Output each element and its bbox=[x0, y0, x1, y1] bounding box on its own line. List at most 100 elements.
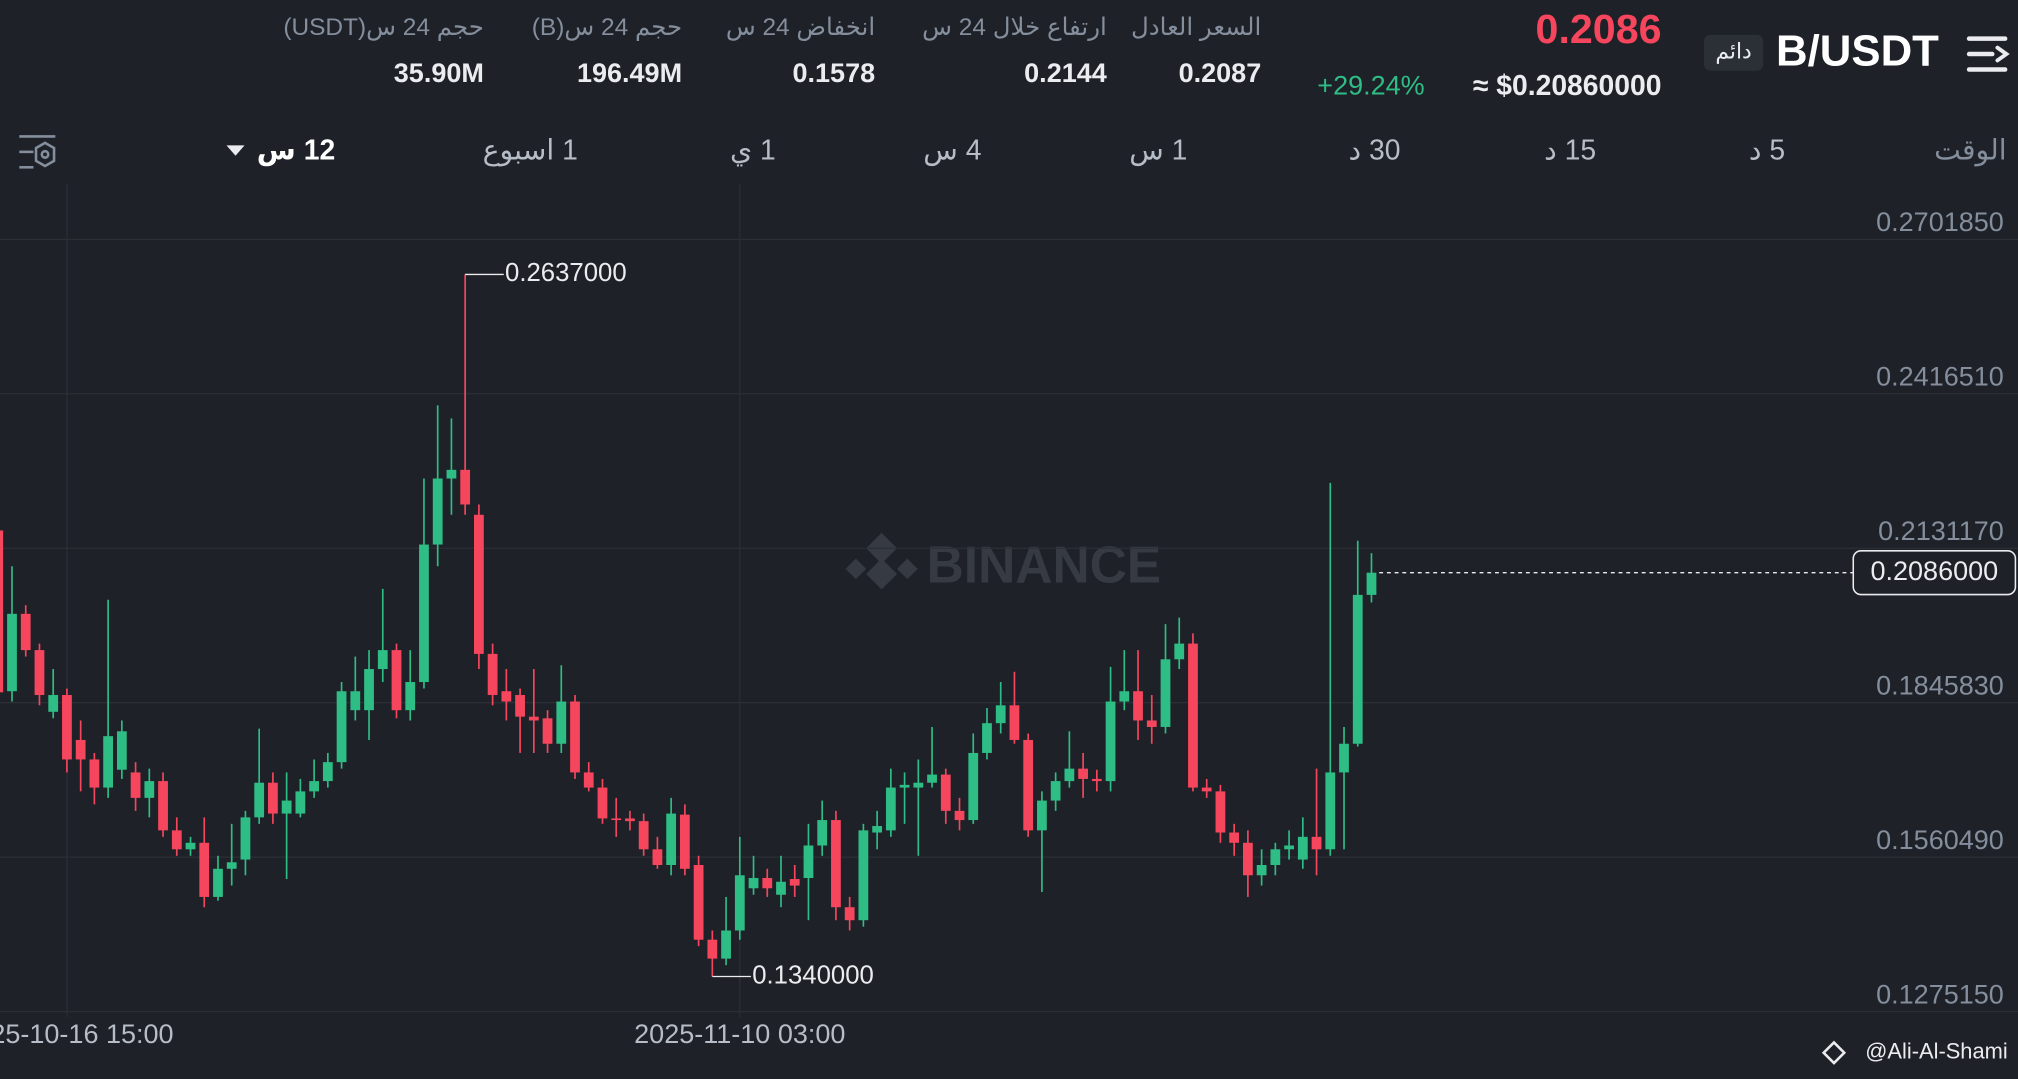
candle-body bbox=[144, 781, 155, 798]
last-price: 0.2086 bbox=[1536, 6, 1662, 52]
candle-body bbox=[556, 701, 567, 744]
candle-body bbox=[940, 774, 951, 811]
watermark-text: BINANCE bbox=[927, 535, 1161, 593]
candle-body bbox=[583, 772, 594, 788]
candle-body bbox=[707, 939, 718, 959]
dropdown-arrow[interactable] bbox=[226, 145, 245, 156]
candle-body bbox=[322, 762, 333, 782]
candle-body bbox=[501, 691, 512, 702]
candle-body bbox=[295, 791, 306, 814]
interval-tab[interactable]: 5 د bbox=[1749, 133, 1785, 165]
candle-body bbox=[473, 514, 484, 654]
interval-tab[interactable]: 12 س bbox=[257, 133, 335, 166]
candle-body bbox=[515, 695, 525, 717]
candle-body bbox=[1352, 594, 1363, 744]
candle-body bbox=[89, 759, 100, 788]
menu-arrow bbox=[1995, 45, 2010, 63]
annotation-label: 0.2637000 bbox=[505, 259, 627, 287]
candle-body bbox=[1339, 743, 1349, 773]
candle-body bbox=[1023, 739, 1034, 831]
candle-body bbox=[1064, 768, 1075, 782]
stat-value: 35.90M bbox=[394, 58, 484, 88]
candle-body bbox=[652, 849, 663, 865]
candle-body bbox=[927, 774, 937, 783]
candle-body bbox=[103, 736, 114, 788]
candle-body bbox=[185, 842, 196, 850]
candle-body bbox=[1105, 701, 1116, 782]
candle-body bbox=[1078, 768, 1088, 779]
candle-body bbox=[34, 650, 45, 696]
candle-body bbox=[734, 875, 745, 931]
candle-body bbox=[831, 820, 841, 908]
candle-body bbox=[968, 752, 979, 821]
y-tick-label: 0.2701850 bbox=[1876, 207, 2004, 237]
last-price-label: 0.2086000 bbox=[1870, 556, 1998, 586]
credit-icon bbox=[1821, 1040, 1847, 1065]
plot: 0.2701850 0.2416510 0.2131170 0.1845830 0.15… bbox=[0, 184, 2018, 1049]
candle-body bbox=[48, 695, 59, 712]
y-tick-label: 0.1275150 bbox=[1876, 979, 2004, 1009]
interval-tab[interactable]: 4 س bbox=[923, 133, 981, 166]
candle-body bbox=[75, 739, 86, 760]
candle-body bbox=[171, 830, 182, 850]
x-tick-label: 2025-11-10 03:00 bbox=[634, 1019, 845, 1049]
candle-body bbox=[62, 695, 72, 760]
candle-body bbox=[364, 669, 374, 711]
interval-tab[interactable]: 15 د bbox=[1544, 133, 1596, 165]
usd-price: ≈ $0.20860000 bbox=[1473, 69, 1662, 101]
candle-body bbox=[130, 772, 141, 798]
interval-tab[interactable]: 1 اسبوع bbox=[483, 133, 578, 166]
stat-label: انخفاض 24 س bbox=[726, 14, 875, 41]
stat-value: 0.1578 bbox=[793, 58, 876, 88]
candle-body bbox=[268, 782, 278, 814]
stat-value: 196.49M bbox=[577, 58, 682, 88]
annotation-label: 0.1340000 bbox=[752, 961, 874, 989]
credit: @Ali-Al-Shami bbox=[1865, 1039, 2007, 1064]
candle-body bbox=[1009, 705, 1020, 740]
candle-body bbox=[309, 781, 319, 792]
candle-body bbox=[542, 718, 553, 744]
candle-body bbox=[199, 842, 210, 897]
candle-body bbox=[391, 650, 402, 711]
candle-body bbox=[858, 830, 869, 921]
symbol[interactable]: B/USDT bbox=[1776, 27, 1939, 76]
watermark: BINANCE bbox=[845, 532, 1161, 593]
settings-icon[interactable] bbox=[19, 135, 56, 169]
watermark-logo bbox=[845, 532, 918, 590]
stat-label: السعر العادل bbox=[1131, 14, 1261, 41]
interval-tab: الوقت bbox=[1934, 133, 2006, 166]
candle-body bbox=[1243, 842, 1253, 876]
candle-body bbox=[446, 469, 457, 479]
candle-body bbox=[1215, 791, 1226, 833]
interval-tab[interactable]: 1 ي bbox=[730, 133, 776, 166]
menu-icon[interactable] bbox=[1966, 36, 2010, 72]
y-tick-label: 0.1560490 bbox=[1876, 825, 2004, 855]
candle-body bbox=[1270, 849, 1281, 865]
candle-body bbox=[776, 881, 786, 895]
candle-body bbox=[213, 868, 223, 897]
interval-tab[interactable]: 1 س bbox=[1129, 133, 1187, 166]
candle-body bbox=[1201, 787, 1212, 792]
stat-label: حجم 24 س(USDT) bbox=[283, 14, 484, 41]
candle-body bbox=[487, 653, 498, 696]
candle-body bbox=[1256, 864, 1267, 876]
stat-value: 0.2144 bbox=[1024, 58, 1107, 88]
candle-body bbox=[1325, 772, 1336, 850]
candle-body bbox=[0, 530, 4, 693]
candle-body bbox=[528, 716, 539, 721]
candle-body bbox=[1311, 836, 1322, 850]
settings-hex bbox=[34, 141, 56, 168]
stat-value: 0.2087 bbox=[1179, 58, 1262, 88]
stat-label: حجم 24 س(B) bbox=[532, 14, 682, 41]
candle-body bbox=[336, 691, 347, 763]
candle-body bbox=[281, 800, 292, 814]
y-tick-label: 0.2416510 bbox=[1876, 361, 2004, 391]
candle-body bbox=[803, 845, 814, 878]
candle-body bbox=[460, 469, 471, 505]
interval-tab[interactable]: 30 د bbox=[1349, 133, 1401, 165]
badge: دائم bbox=[1715, 39, 1751, 65]
